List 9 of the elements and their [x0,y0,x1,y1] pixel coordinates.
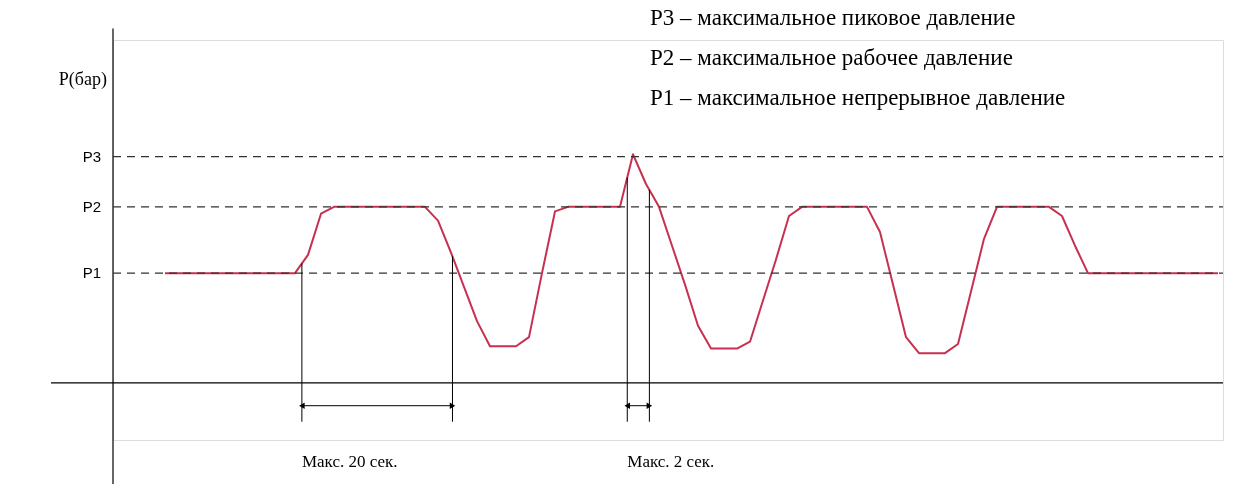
text: Макс. 20 сек. [301,452,398,471]
text: Макс. 2 сек. [627,452,715,471]
text: P3 – максимальное пиковое давление [650,5,1016,30]
ref-line-label: P3 [82,147,101,165]
ref-line-label: P1 [82,264,101,282]
text: P2 – максимальное рабочее давление [650,45,1013,70]
ref-line-label: P2 [82,197,101,215]
y-axis-title: P(бар) [58,69,107,90]
text: P1 – максимальное непрерывное давление [650,85,1066,110]
